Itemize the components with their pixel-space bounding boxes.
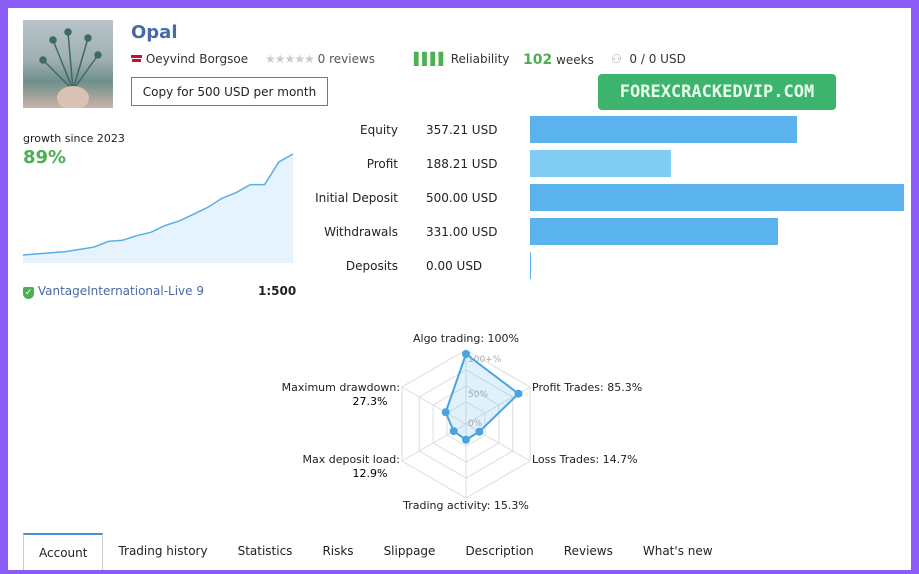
author[interactable]: Oeyvind Borgsoe — [131, 52, 248, 66]
tab-account[interactable]: Account — [23, 533, 104, 570]
signal-card: Opal Oeyvind Borgsoe ★★★★★ 0 reviews ▌▌▌… — [8, 8, 911, 570]
balance-label: Deposits — [345, 258, 398, 273]
radar-grid-label: 50% — [468, 390, 488, 400]
balance-bar — [530, 116, 798, 143]
balance-row: Equity 357.21 USD — [288, 116, 908, 143]
balance-label: Withdrawals — [324, 224, 398, 239]
weeks-label: weeks — [556, 53, 594, 67]
broker-name[interactable]: VantageInternational-Live 9 — [37, 284, 204, 298]
reliability: ▌▌▌▌ Reliability — [414, 52, 509, 66]
radar-chart: 100+% 50% 0% Algo trading: 100% Profit Trade… — [282, 332, 643, 512]
stars-icon: ★★★★★ — [265, 52, 315, 66]
signal-name[interactable]: Opal — [131, 22, 178, 43]
balance-row: Withdrawals 331.00 USD — [288, 218, 908, 245]
growth-line — [23, 153, 294, 256]
radar-axis-label: Loss Trades: 14.7% — [532, 453, 638, 466]
author-name[interactable]: Oeyvind Borgsoe — [145, 52, 249, 66]
tab-slippage[interactable]: Slippage — [383, 544, 436, 558]
balance-value: 188.21 USD — [426, 156, 498, 171]
radar-axis-label: Trading activity: 15.3% — [402, 499, 529, 512]
radar-point[interactable] — [441, 408, 450, 417]
tab-statistics[interactable]: Statistics — [237, 544, 293, 558]
tab-bar: Account Trading history Statistics Risks Sli… — [23, 533, 728, 570]
balance-bar — [530, 150, 671, 177]
radar-axis-label: Max deposit load: — [302, 453, 400, 466]
balance-label: Profit — [366, 156, 398, 171]
reviews-link[interactable]: 0 reviews — [317, 52, 376, 66]
subscribers-value: 0 / 0 USD — [629, 52, 686, 66]
radar-axis — [401, 386, 467, 425]
radar-grid-label: 0% — [468, 419, 483, 429]
users-icon: ⚇ — [611, 52, 622, 66]
weeks: 102 weeks — [523, 52, 594, 68]
balance-value: 500.00 USD — [426, 190, 498, 205]
weeks-number: 102 — [523, 52, 553, 68]
radar-axis-label: Profit Trades: 85.3% — [532, 381, 642, 394]
radar-point[interactable] — [462, 350, 470, 358]
balance-value: 331.00 USD — [426, 224, 498, 239]
balance-row: Profit 188.21 USD — [288, 150, 908, 177]
verified-shield-icon: ✓ — [23, 287, 34, 299]
tab-trading-history[interactable]: Trading history — [118, 544, 208, 558]
radar-area — [444, 352, 521, 441]
radar-grid-label: 100+% — [468, 355, 502, 365]
balance-value: 357.21 USD — [426, 122, 498, 137]
leverage: 1:500 — [258, 284, 297, 298]
reliability-label: Reliability — [450, 52, 510, 66]
broker[interactable]: ✓ VantageInternational-Live 9 — [23, 284, 204, 299]
radar-axis-value: 27.3% — [353, 395, 388, 408]
norway-flag-icon — [131, 55, 142, 63]
growth-area — [23, 154, 293, 263]
radar-point[interactable] — [514, 389, 523, 398]
subscribers: ⚇ 0 / 0 USD — [611, 52, 686, 66]
growth-value: 89% — [23, 147, 67, 168]
growth-label: growth since 2023 — [23, 132, 125, 145]
balance-bar — [530, 252, 531, 279]
balance-row: Deposits 0.00 USD — [288, 252, 908, 279]
balance-row: Initial Deposit 500.00 USD — [288, 184, 908, 211]
signal-avatar — [23, 20, 113, 108]
reliability-bars-icon: ▌▌▌▌ — [414, 52, 448, 66]
radar-axis-label: Maximum drawdown: — [282, 381, 400, 394]
rating: ★★★★★ 0 reviews — [265, 52, 375, 66]
balance-label: Initial Deposit — [315, 190, 398, 205]
balance-value: 0.00 USD — [426, 258, 483, 273]
balance-bar — [530, 184, 904, 211]
promo-banner[interactable]: FOREXCRACKEDVIP.COM — [598, 74, 836, 110]
tab-risks[interactable]: Risks — [322, 544, 354, 558]
balance-label: Equity — [360, 122, 398, 137]
tab-what-s-new[interactable]: What's new — [642, 544, 713, 558]
radar-axis-value: 12.9% — [353, 467, 388, 480]
growth-chart[interactable] — [23, 148, 295, 263]
balance-bar — [530, 218, 778, 245]
radar-axis-label: Algo trading: 100% — [413, 332, 519, 345]
copy-button[interactable]: Copy for 500 USD per month — [131, 77, 328, 106]
tab-reviews[interactable]: Reviews — [563, 544, 613, 558]
radar-point[interactable] — [475, 427, 484, 436]
radar-point[interactable] — [449, 427, 458, 436]
tab-description[interactable]: Description — [465, 544, 534, 558]
radar-point[interactable] — [462, 435, 470, 444]
